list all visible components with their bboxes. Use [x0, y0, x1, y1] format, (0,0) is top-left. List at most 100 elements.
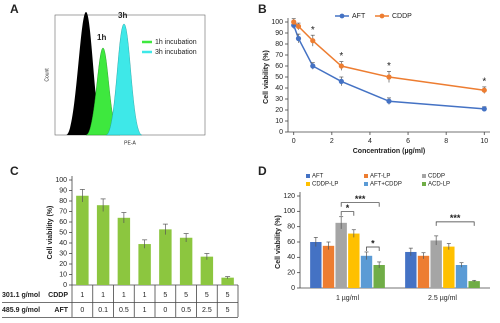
y-tick-label: 60 [275, 63, 283, 70]
y-tick-label: 50 [275, 74, 283, 81]
bar [455, 265, 468, 288]
y-axis-label: Cell viability (%) [263, 50, 270, 104]
x-tick-label: 2 [330, 138, 334, 145]
y-axis-label: Cell viability (%) [275, 215, 282, 269]
peak-3h [105, 23, 143, 136]
legend-swatch [422, 182, 426, 186]
table-cell: 1 [143, 292, 147, 299]
x-axis-label: PE-A [124, 140, 136, 146]
significance: * [311, 25, 315, 36]
bar [310, 242, 322, 288]
point [386, 74, 392, 80]
table-cell: 0.5 [181, 307, 191, 314]
row-name: CDDP [48, 292, 68, 299]
point [386, 98, 392, 104]
y-tick-label: 40 [287, 254, 295, 261]
significance: * [482, 77, 486, 88]
legend-label: AFT+CDDP [370, 182, 402, 188]
legend-label: ACD-LP [428, 182, 450, 188]
y-tick-label: 100 [55, 177, 67, 184]
table-cell: 5 [205, 292, 209, 299]
table-cell: 5 [226, 292, 230, 299]
significance: * [346, 203, 350, 213]
significance: *** [355, 194, 366, 204]
bar [76, 195, 89, 285]
y-tick-label: 20 [287, 270, 295, 277]
table-cell: 1 [122, 292, 126, 299]
y-tick-label: 40 [59, 240, 67, 247]
x-tick-label: 1 µg/ml [336, 295, 360, 302]
y-tick-label: 90 [275, 30, 283, 37]
point [310, 38, 316, 44]
point [295, 35, 302, 42]
legend-label: AFT-LP [370, 174, 390, 180]
legend-label: 1h incubation [155, 39, 197, 46]
significance-bracket [340, 211, 355, 216]
significance: *** [450, 213, 461, 223]
bar [179, 237, 193, 285]
table-cell: 0 [163, 307, 167, 314]
peak-label: 1h [97, 33, 106, 42]
y-tick-label: 120 [283, 193, 295, 200]
bar [221, 277, 234, 285]
bar [159, 229, 172, 285]
table-cell: 0.5 [119, 307, 129, 314]
legend-swatch [422, 174, 426, 178]
table-cell: 1 [143, 307, 147, 314]
point [291, 19, 297, 25]
significance-bracket [435, 221, 475, 226]
significance-bracket [340, 202, 380, 207]
point [481, 106, 487, 112]
panel-label: A [10, 2, 19, 16]
y-tick-label: 10 [275, 118, 283, 125]
row-label: 301.1 g/mol [2, 292, 40, 299]
y-axis-label: Count [44, 68, 50, 82]
y-tick-label: 70 [275, 52, 283, 59]
legend-label: 3h incubation [155, 49, 197, 56]
y-tick-label: 60 [287, 239, 295, 246]
peak-label: 3h [118, 11, 127, 20]
table-cell: 0.1 [98, 307, 108, 314]
y-tick-label: 20 [59, 261, 67, 268]
y-tick-label: 50 [59, 229, 67, 236]
significance: * [387, 61, 391, 72]
bar [405, 251, 417, 288]
y-tick-label: 0 [291, 285, 295, 292]
y-tick-label: 30 [275, 96, 283, 103]
panel-label: B [258, 2, 267, 16]
legend-label: CDDP [392, 13, 412, 20]
table-cell: 2.5 [202, 307, 212, 314]
bar [117, 217, 131, 285]
y-axis-label: Cell viability (%) [47, 206, 54, 260]
point [295, 23, 302, 29]
x-tick-label: 8 [444, 138, 448, 145]
panel-label: D [258, 164, 267, 178]
y-tick-label: 0 [63, 282, 67, 289]
bar [430, 240, 442, 288]
y-tick-label: 10 [59, 271, 67, 278]
point [310, 63, 316, 69]
x-tick-label: 10 [480, 138, 488, 145]
bar [348, 233, 360, 288]
x-axis-label: Concentration (µg/ml) [353, 148, 425, 155]
x-tick-label: 4 [368, 138, 372, 145]
table-cell: 1 [101, 292, 105, 299]
row-name: AFT [54, 307, 68, 314]
x-tick-label: 6 [406, 138, 410, 145]
legend-label: CDDP-LP [312, 182, 338, 188]
y-tick-label: 80 [59, 198, 67, 205]
panel-label: C [10, 164, 19, 178]
table-cell: 5 [163, 292, 167, 299]
y-tick-label: 30 [59, 250, 67, 257]
bar [373, 265, 385, 288]
y-tick-label: 100 [283, 208, 295, 215]
legend-label: AFT [352, 13, 366, 20]
table-cell: 5 [226, 307, 230, 314]
legend-marker [339, 13, 345, 19]
y-tick-label: 80 [275, 41, 283, 48]
table-cell: 1 [80, 292, 84, 299]
significance-bracket [366, 246, 380, 251]
bar [322, 245, 335, 288]
y-tick-label: 0 [279, 129, 283, 136]
